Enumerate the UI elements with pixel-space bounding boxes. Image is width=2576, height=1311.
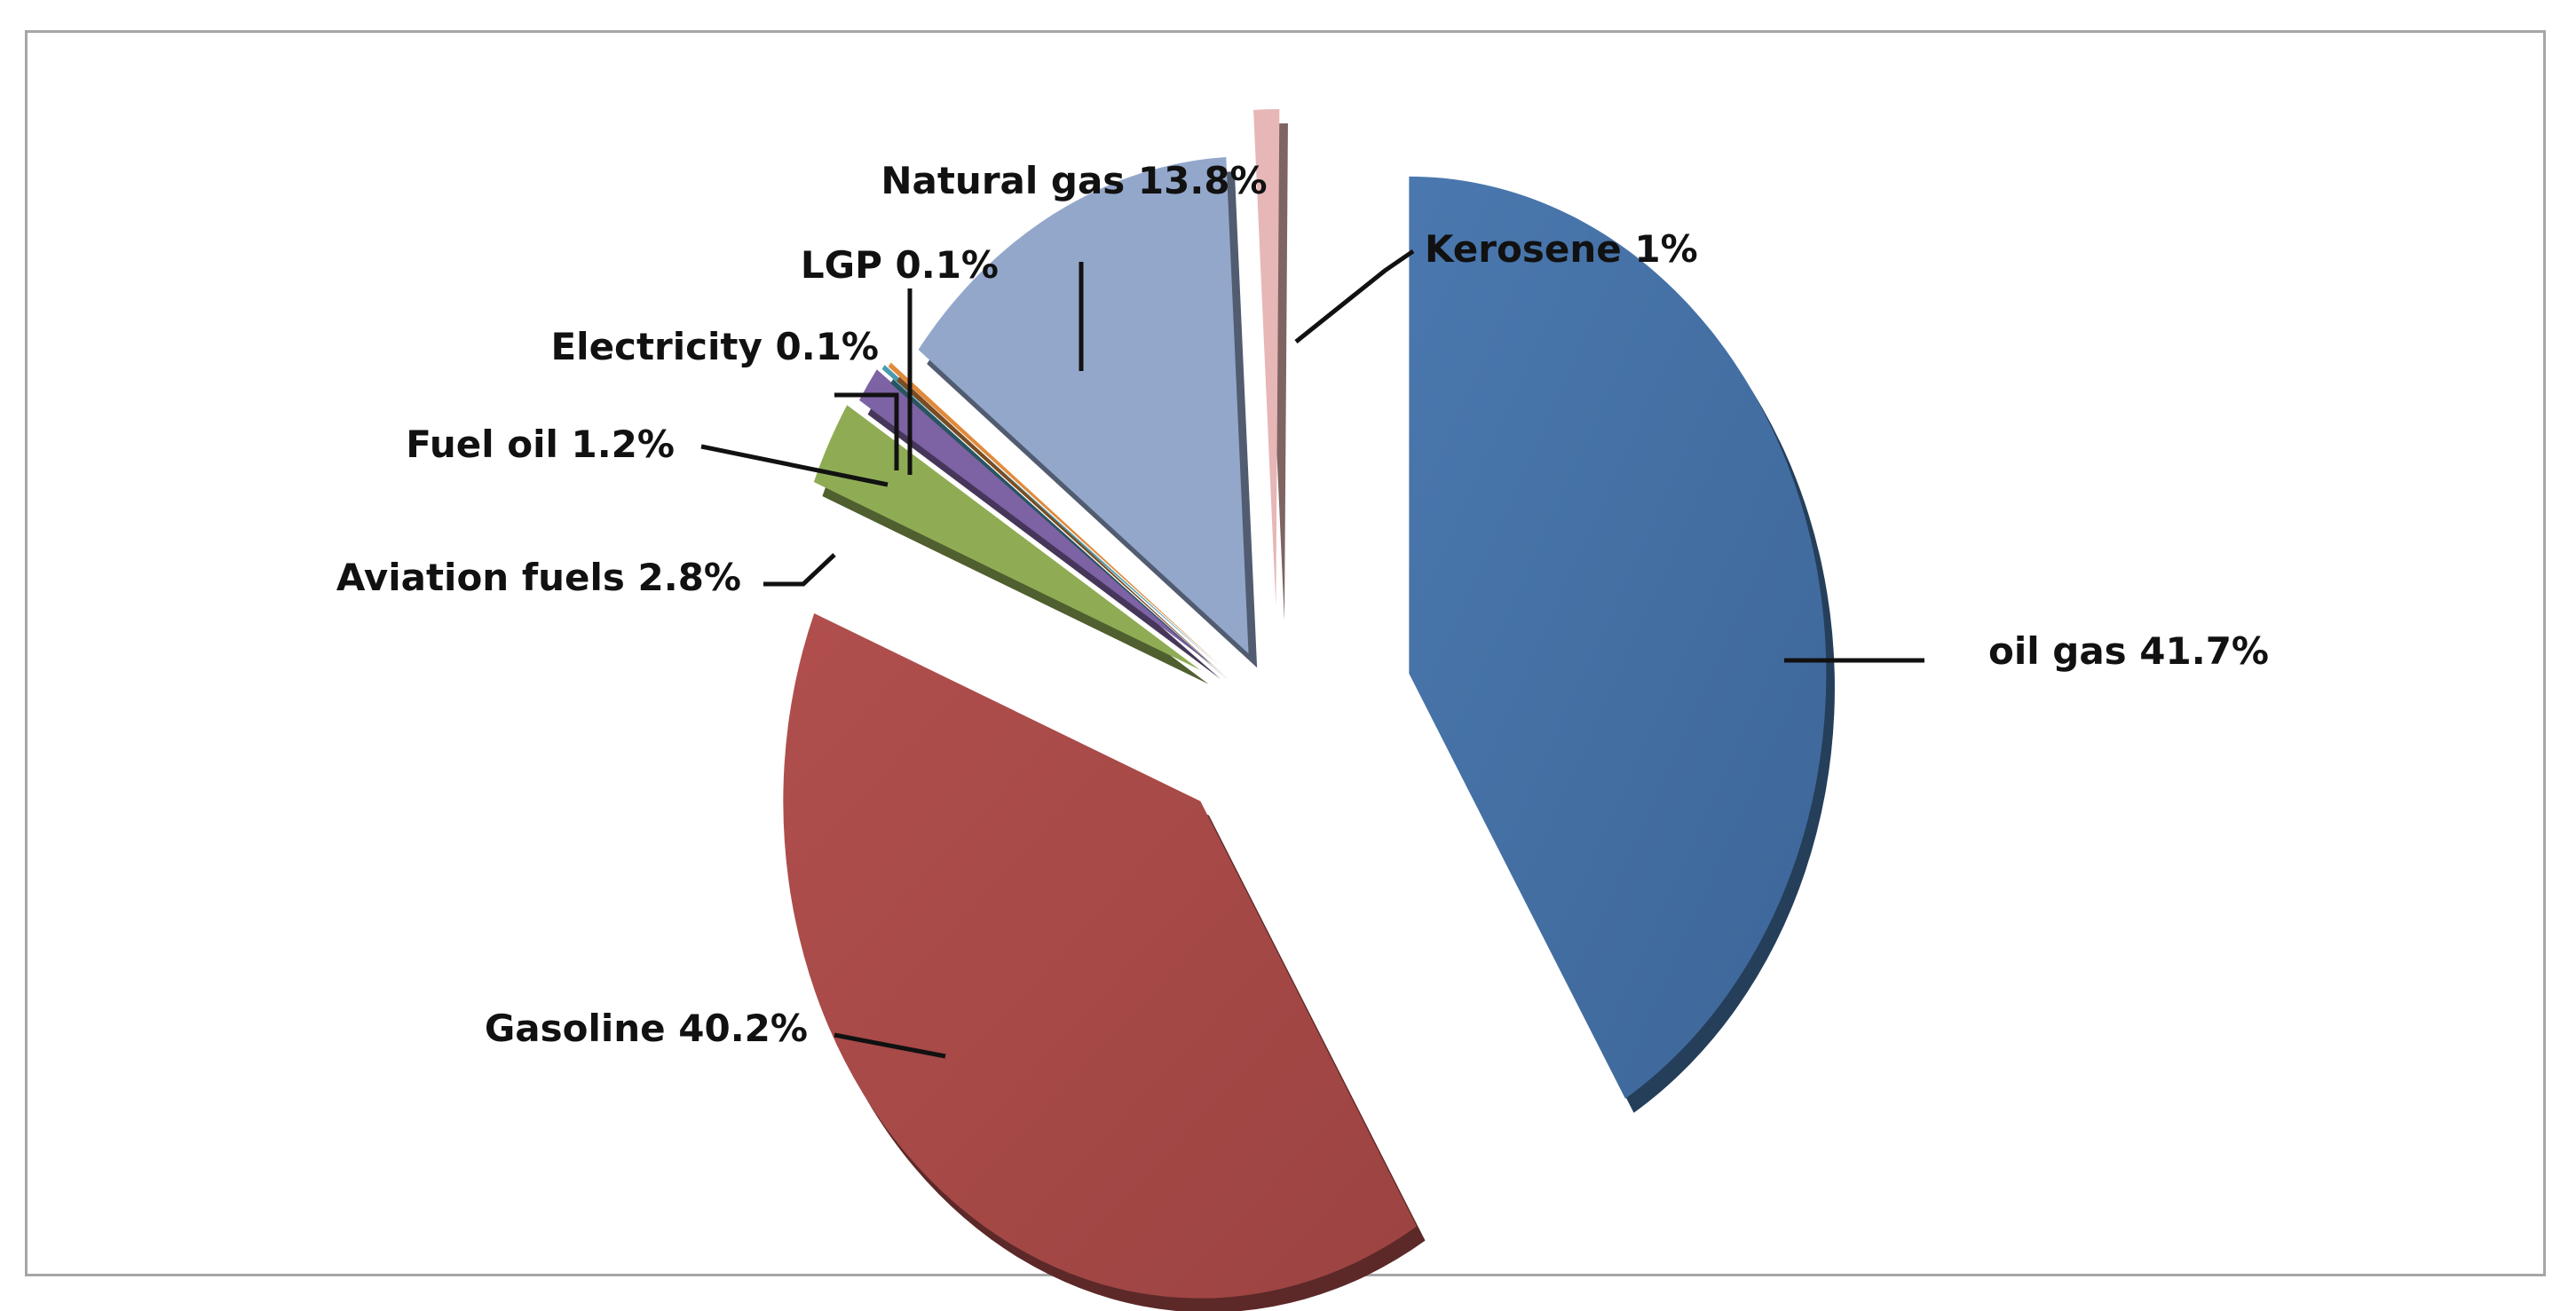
data-label-electricity: Electricity 0.1% [550, 325, 879, 368]
leader-line-fuel-oil [700, 444, 889, 487]
slices-layer [783, 109, 1835, 1311]
data-label-fuel-oil: Fuel oil 1.2% [406, 423, 675, 466]
leaders-layer [700, 249, 1924, 1059]
leader-line-electricity [834, 392, 899, 470]
pie-slice-natural-gas [918, 157, 1249, 654]
leader-line-aviation-fuels [763, 553, 836, 587]
pie-slice-lgp [888, 362, 1221, 667]
data-label-lgp: LGP 0.1% [801, 243, 999, 287]
leader-line-gasoline [834, 1032, 946, 1059]
pie-slice-oil-gas [1409, 176, 1827, 1099]
data-label-natural-gas: Natural gas 13.8% [881, 159, 1267, 202]
pie-slice-kerosene [1253, 109, 1280, 607]
pie-slice-side-lgp [897, 376, 1230, 681]
pie-slice-gasoline [783, 612, 1417, 1299]
data-label-gasoline: Gasoline 40.2% [485, 1007, 808, 1050]
labels-layer: oil gas 41.7% Gasoline 40.2% Aviation fuel… [336, 159, 2269, 1050]
data-label-oil-gas: oil gas 41.7% [1988, 629, 2269, 673]
pie-slice-side-electricity [890, 379, 1227, 679]
pie-slice-fuel-oil [858, 369, 1213, 666]
data-label-aviation-fuels: Aviation fuels 2.8% [336, 556, 741, 599]
data-label-kerosene: Kerosene 1% [1425, 227, 1698, 271]
leader-line-kerosene [1294, 249, 1415, 344]
